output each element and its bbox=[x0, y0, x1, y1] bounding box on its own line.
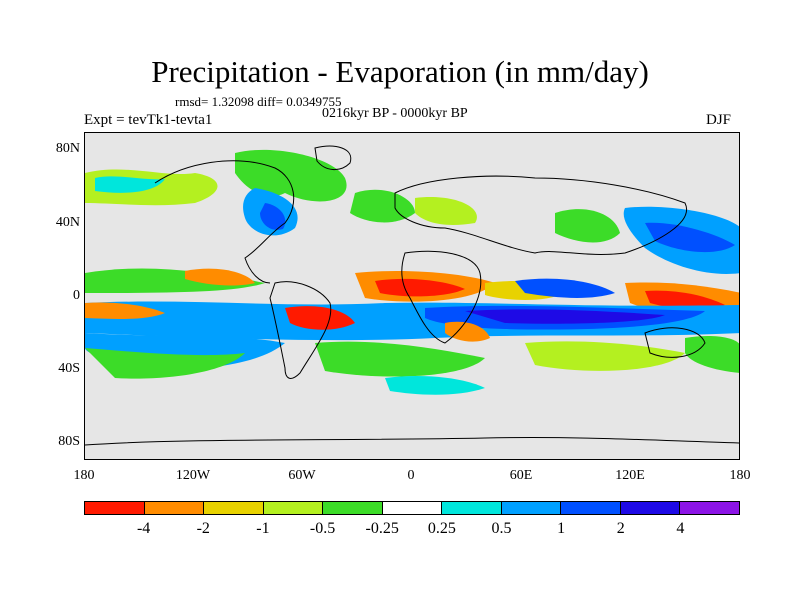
colorbar-cell-5 bbox=[382, 502, 443, 514]
australia-outline bbox=[644, 327, 706, 358]
coastlines bbox=[85, 145, 739, 446]
colorbar-cell-7 bbox=[501, 502, 562, 514]
colorbar-label-7: 1 bbox=[557, 520, 566, 537]
period-label: 0216kyr BP - 0000kyr BP bbox=[322, 106, 468, 121]
lat-tick-80n: 80N bbox=[55, 141, 80, 156]
colorbar-label-4: -0.25 bbox=[365, 520, 399, 537]
stats-label: rmsd= 1.32098 diff= 0.0349755 bbox=[175, 94, 342, 109]
colorbar bbox=[84, 501, 740, 515]
colorbar-label-8: 2 bbox=[616, 520, 625, 537]
lat-tick-80s: 80S bbox=[58, 434, 80, 449]
lon-tick-60e: 60E bbox=[509, 468, 533, 483]
colorbar-cell-2 bbox=[204, 502, 264, 514]
lat-tick-0: 0 bbox=[73, 288, 80, 303]
colorbar-cell-9 bbox=[620, 502, 681, 514]
lon-tick-180-left: 180 bbox=[73, 468, 95, 483]
colorbar-cell-10 bbox=[680, 502, 740, 514]
map-title: Precipitation - Evaporation (in mm/day) bbox=[151, 54, 649, 89]
colorbar-label-5: 0.25 bbox=[427, 520, 456, 537]
lat-tick-40n: 40N bbox=[55, 215, 80, 230]
colorbar-cell-6 bbox=[442, 502, 502, 514]
greenland-outline bbox=[314, 145, 352, 170]
lon-tick-120e: 120E bbox=[615, 468, 645, 483]
experiment-label: Expt = tevTk1-tevta1 bbox=[84, 112, 213, 128]
colorbar-cell-4 bbox=[323, 502, 383, 514]
colorbar-cell-0 bbox=[85, 502, 145, 514]
lon-tick-120w: 120W bbox=[175, 468, 211, 483]
lon-tick-0: 0 bbox=[407, 468, 415, 483]
eurasia-outline bbox=[394, 175, 688, 255]
south-america-outline bbox=[269, 281, 332, 379]
colorbar-cell-8 bbox=[561, 502, 621, 514]
colorbar-cell-1 bbox=[144, 502, 205, 514]
colorbar-label-3: -0.5 bbox=[309, 520, 336, 537]
map-field-svg bbox=[85, 133, 739, 459]
africa-outline bbox=[401, 250, 482, 344]
colorbar-label-0: -4 bbox=[136, 520, 151, 537]
antarctica-outline bbox=[85, 437, 739, 446]
season-label: DJF bbox=[706, 112, 732, 128]
colorbar-label-2: -1 bbox=[256, 520, 270, 537]
north-america-outline bbox=[154, 160, 295, 284]
field-shading bbox=[85, 149, 739, 395]
colorbar-label-1: -2 bbox=[196, 520, 210, 537]
colorbar-label-9: 4 bbox=[676, 520, 685, 537]
map-plot-area bbox=[84, 132, 740, 460]
colorbar-cell-3 bbox=[263, 502, 324, 514]
colorbar-label-6: 0.5 bbox=[491, 520, 512, 537]
lon-tick-60w: 60W bbox=[288, 468, 316, 483]
lat-tick-40s: 40S bbox=[58, 361, 80, 376]
lon-tick-180-right: 180 bbox=[729, 468, 751, 483]
